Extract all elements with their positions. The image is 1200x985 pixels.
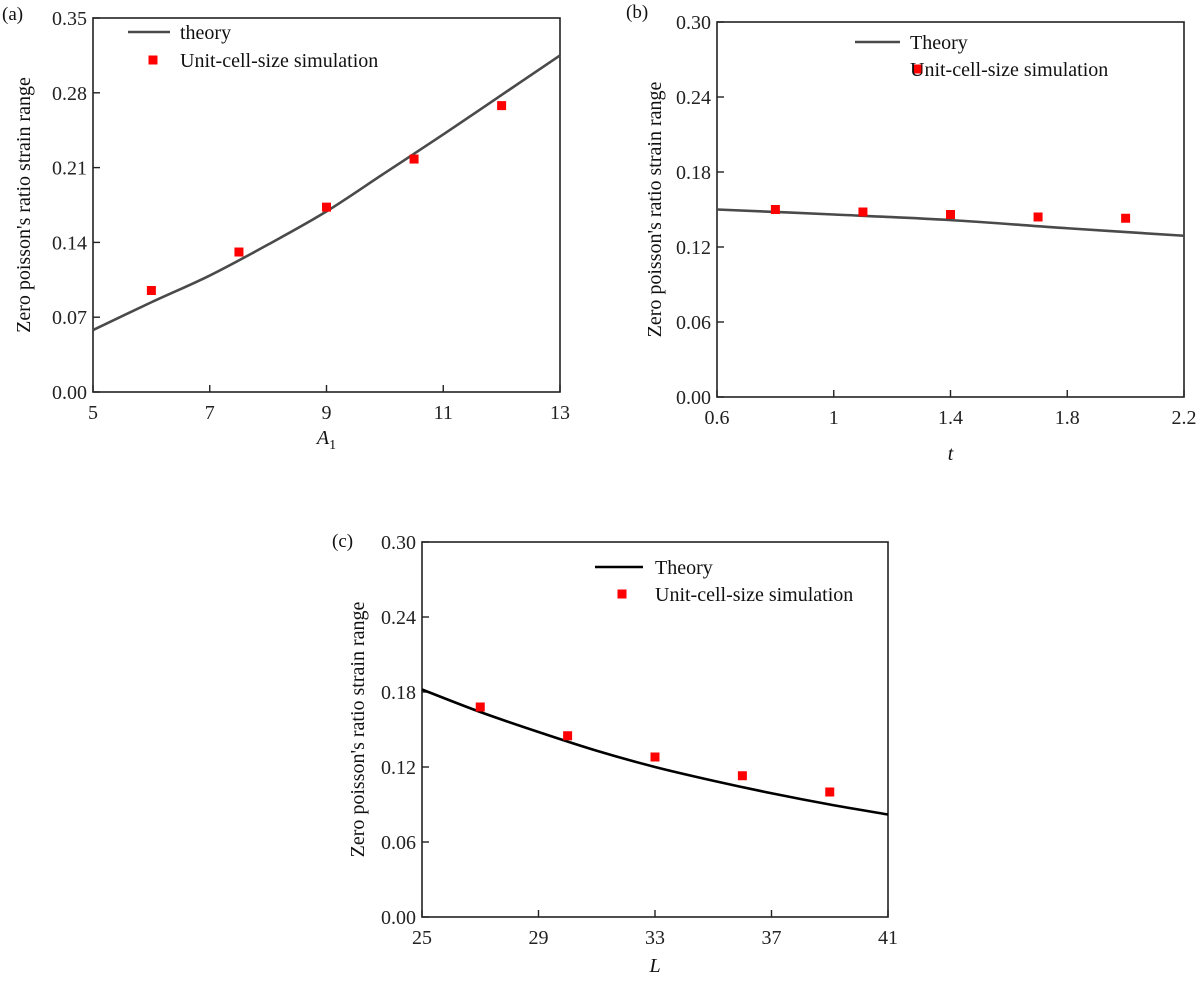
simulation-point — [858, 207, 868, 217]
legend-label-simulation: Unit-cell-size simulation — [655, 584, 853, 606]
chart-panel-a: (a) 5 7 9 11 13 0.00 0.07 0.14 0.21 0.28 0.35 Zero p… — [2, 4, 570, 453]
simulation-point — [146, 285, 156, 295]
y-tick-label: 0.28 — [52, 83, 87, 105]
legend-marker-swatch — [617, 589, 627, 599]
x-tick-label: 37 — [762, 927, 782, 949]
panel-label: (c) — [332, 531, 353, 552]
y-tick-label: 0.18 — [676, 162, 711, 184]
x-tick-label: 0.6 — [705, 407, 730, 429]
chart-panel-c: (c) 25 29 33 37 41 0.00 0.06 0.12 0.18 0.24 0.30 Zer… — [332, 531, 898, 977]
x-axis-label: A1 — [315, 427, 336, 453]
theory-line — [92, 54, 561, 332]
x-tick-label: 33 — [645, 927, 665, 949]
y-tick-label: 0.30 — [676, 12, 711, 34]
x-tick-label: 1.8 — [1055, 407, 1080, 429]
simulation-point — [322, 202, 331, 212]
y-tick-label: 0.18 — [381, 682, 416, 704]
simulation-point — [475, 702, 485, 712]
simulation-point — [563, 731, 573, 741]
x-tick-label: 29 — [529, 927, 549, 949]
y-tick-label: 0.24 — [381, 607, 416, 629]
y-tick-label: 0.00 — [676, 387, 711, 409]
simulation-point — [409, 154, 419, 164]
x-tick-label: 2.2 — [1172, 407, 1197, 429]
legend-label-simulation: Unit-cell-size simulation — [180, 50, 378, 72]
y-axis-label: Zero poisson's ratio strain range — [644, 81, 666, 337]
y-axis-label: Zero poisson's ratio strain range — [347, 601, 369, 857]
theory-line — [421, 688, 889, 816]
legend-label-simulation: Unit-cell-size simulation — [910, 59, 1108, 81]
x-tick-label: 11 — [434, 402, 453, 424]
panel-label: (a) — [2, 4, 23, 25]
x-axis-label-main: L — [648, 955, 660, 977]
legend-label-theory: theory — [180, 22, 231, 44]
x-axis-label-main: t — [948, 443, 954, 465]
x-tick-label: 1.4 — [938, 407, 963, 429]
simulation-point — [825, 787, 835, 797]
x-tick-label: 5 — [88, 402, 98, 424]
chart-panel-b: (b) 0.6 1 1.4 1.8 2.2 0.00 0.06 0.12 0.18 0.24 0.30… — [626, 2, 1197, 465]
y-tick-label: 0.12 — [381, 757, 416, 779]
y-tick-label: 0.07 — [52, 307, 87, 329]
legend-marker-swatch — [148, 55, 158, 65]
legend-label-theory: Theory — [655, 557, 713, 579]
simulation-point — [234, 247, 244, 257]
x-tick-label: 7 — [205, 402, 215, 424]
x-axis-label-main: A — [315, 427, 330, 449]
x-axis-label-subscript: 1 — [329, 438, 336, 453]
y-tick-label: 0.00 — [381, 907, 416, 929]
y-tick-label: 0.06 — [381, 832, 416, 854]
simulation-point — [770, 205, 780, 214]
y-tick-label: 0.00 — [52, 382, 87, 404]
legend-label-theory: Theory — [910, 32, 968, 54]
simulation-point — [946, 210, 955, 219]
panel-label: (b) — [626, 2, 648, 23]
y-axis-label: Zero poisson's ratio strain range — [13, 77, 35, 333]
y-tick-label: 0.14 — [52, 232, 87, 254]
y-tick-label: 0.21 — [52, 158, 87, 180]
y-tick-label: 0.24 — [676, 87, 711, 109]
x-tick-label: 41 — [878, 927, 898, 949]
theory-line — [716, 208, 1185, 238]
x-tick-label: 9 — [322, 402, 332, 424]
simulation-point — [650, 752, 660, 762]
simulation-point — [1121, 213, 1131, 223]
y-tick-label: 0.06 — [676, 312, 711, 334]
legend-marker-swatch — [913, 64, 923, 74]
x-tick-label: 1 — [829, 407, 839, 429]
y-tick-label: 0.12 — [676, 237, 711, 259]
x-axis-label: t — [948, 443, 954, 465]
simulation-point — [1033, 212, 1043, 222]
simulation-point — [737, 771, 747, 781]
y-tick-label: 0.35 — [52, 8, 87, 30]
simulation-point — [497, 101, 507, 111]
x-axis-label: L — [648, 955, 660, 977]
y-tick-label: 0.30 — [381, 532, 416, 554]
x-tick-label: 13 — [550, 402, 570, 424]
x-tick-label: 25 — [412, 927, 432, 949]
